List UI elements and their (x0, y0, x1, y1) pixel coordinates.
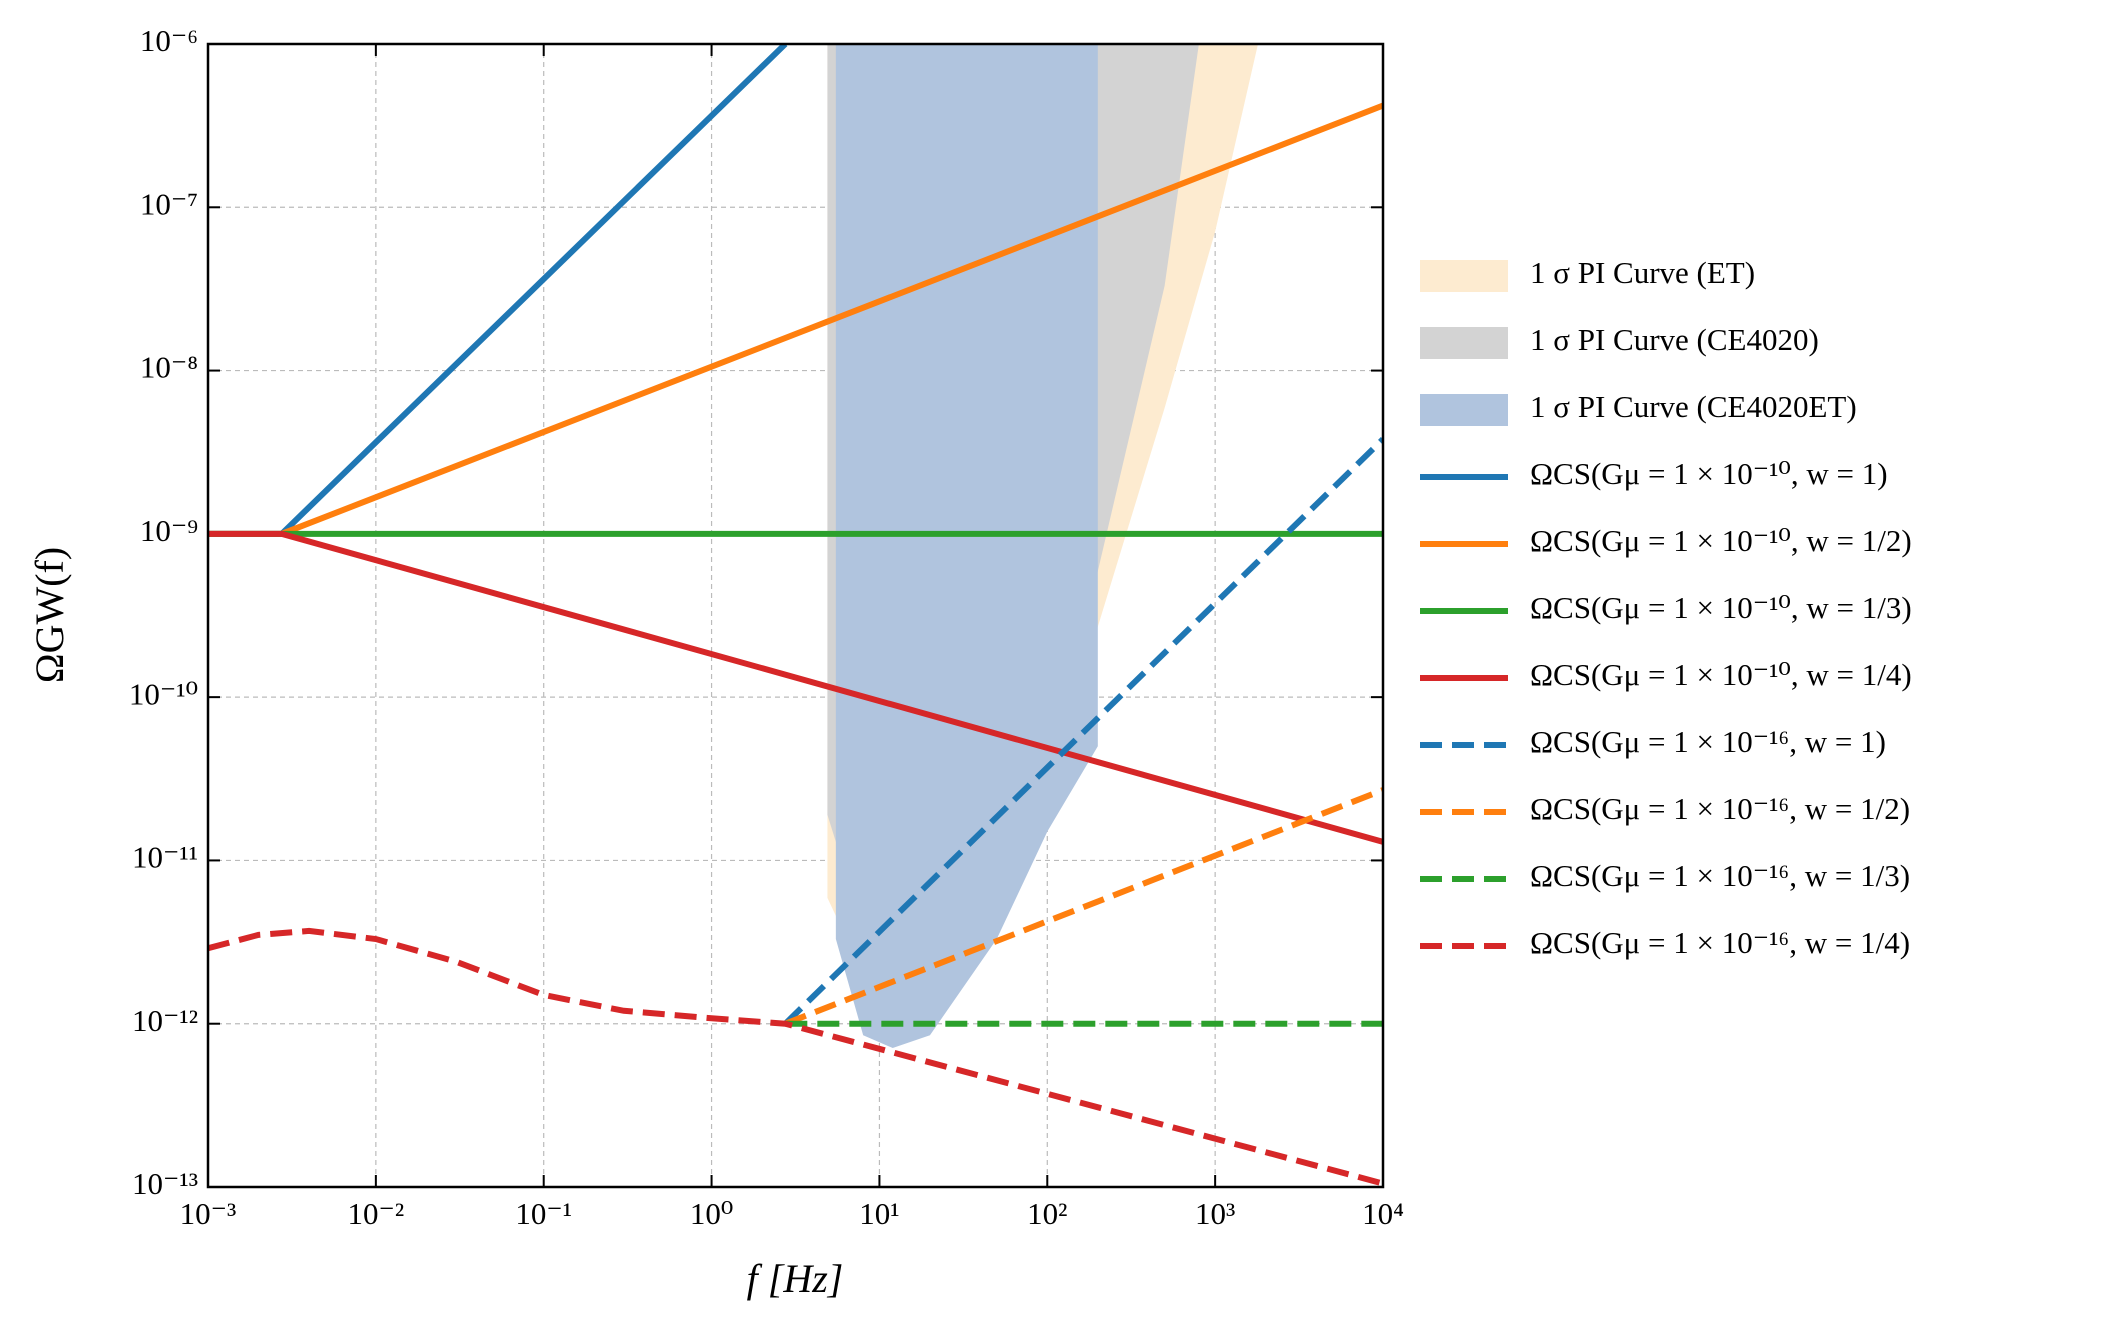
series-line (208, 44, 788, 537)
x-tick-label: 10⁻¹ (515, 1196, 572, 1231)
pi-band (835, 44, 1098, 1049)
y-tick-label: 10⁻¹⁰ (129, 676, 198, 711)
y-tick-label: 10⁻¹² (132, 1003, 198, 1038)
x-axis-label: f [Hz] (747, 1256, 844, 1301)
legend-label: ΩCS(Gμ = 1 × 10⁻¹⁶, w = 1/3) (1530, 858, 1910, 893)
y-axis-label: ΩGW(f) (27, 547, 72, 683)
legend-label: 1 σ PI Curve (CE4020ET) (1530, 389, 1857, 424)
legend-label: ΩCS(Gμ = 1 × 10⁻¹⁶, w = 1) (1530, 724, 1886, 759)
legend-swatch (1420, 327, 1508, 359)
legend-label: ΩCS(Gμ = 1 × 10⁻¹⁶, w = 1/2) (1530, 791, 1910, 826)
series-line (783, 437, 1383, 1026)
legend-swatch (1420, 260, 1508, 292)
x-tick-label: 10¹ (859, 1196, 899, 1231)
legend-label: 1 σ PI Curve (CE4020) (1530, 322, 1819, 357)
y-tick-label: 10⁻⁸ (140, 350, 198, 385)
y-tick-label: 10⁻⁷ (140, 186, 198, 221)
y-tick-label: 10⁻¹³ (132, 1166, 198, 1201)
series-line (208, 927, 1383, 1187)
plot-frame (206, 42, 1385, 1189)
x-tick-label: 10² (1027, 1196, 1067, 1231)
x-tick-label: 10⁴ (1362, 1196, 1404, 1231)
legend-label: ΩCS(Gμ = 1 × 10⁻¹⁰, w = 1/3) (1530, 590, 1912, 625)
legend-label: ΩCS(Gμ = 1 × 10⁻¹⁰, w = 1) (1530, 456, 1888, 491)
x-tick-label: 10⁻² (348, 1196, 405, 1231)
x-tick-label: 10⁰ (690, 1196, 733, 1231)
plot-area (208, 44, 1383, 1187)
legend-label: ΩCS(Gμ = 1 × 10⁻¹⁶, w = 1/4) (1530, 925, 1910, 960)
x-tick-label: 10⁻³ (180, 1196, 237, 1231)
legend-label: 1 σ PI Curve (ET) (1530, 255, 1755, 290)
series-line (208, 530, 1383, 845)
legend-label: ΩCS(Gμ = 1 × 10⁻¹⁰, w = 1/4) (1530, 657, 1912, 692)
y-tick-label: 10⁻⁶ (140, 23, 198, 58)
legend-swatch (1420, 394, 1508, 426)
y-tick-label: 10⁻⁹ (140, 513, 198, 548)
y-tick-label: 10⁻¹¹ (132, 840, 198, 875)
x-tick-label: 10³ (1195, 1196, 1235, 1231)
series-line (784, 787, 1383, 1027)
legend-label: ΩCS(Gμ = 1 × 10⁻¹⁰, w = 1/2) (1530, 523, 1912, 558)
